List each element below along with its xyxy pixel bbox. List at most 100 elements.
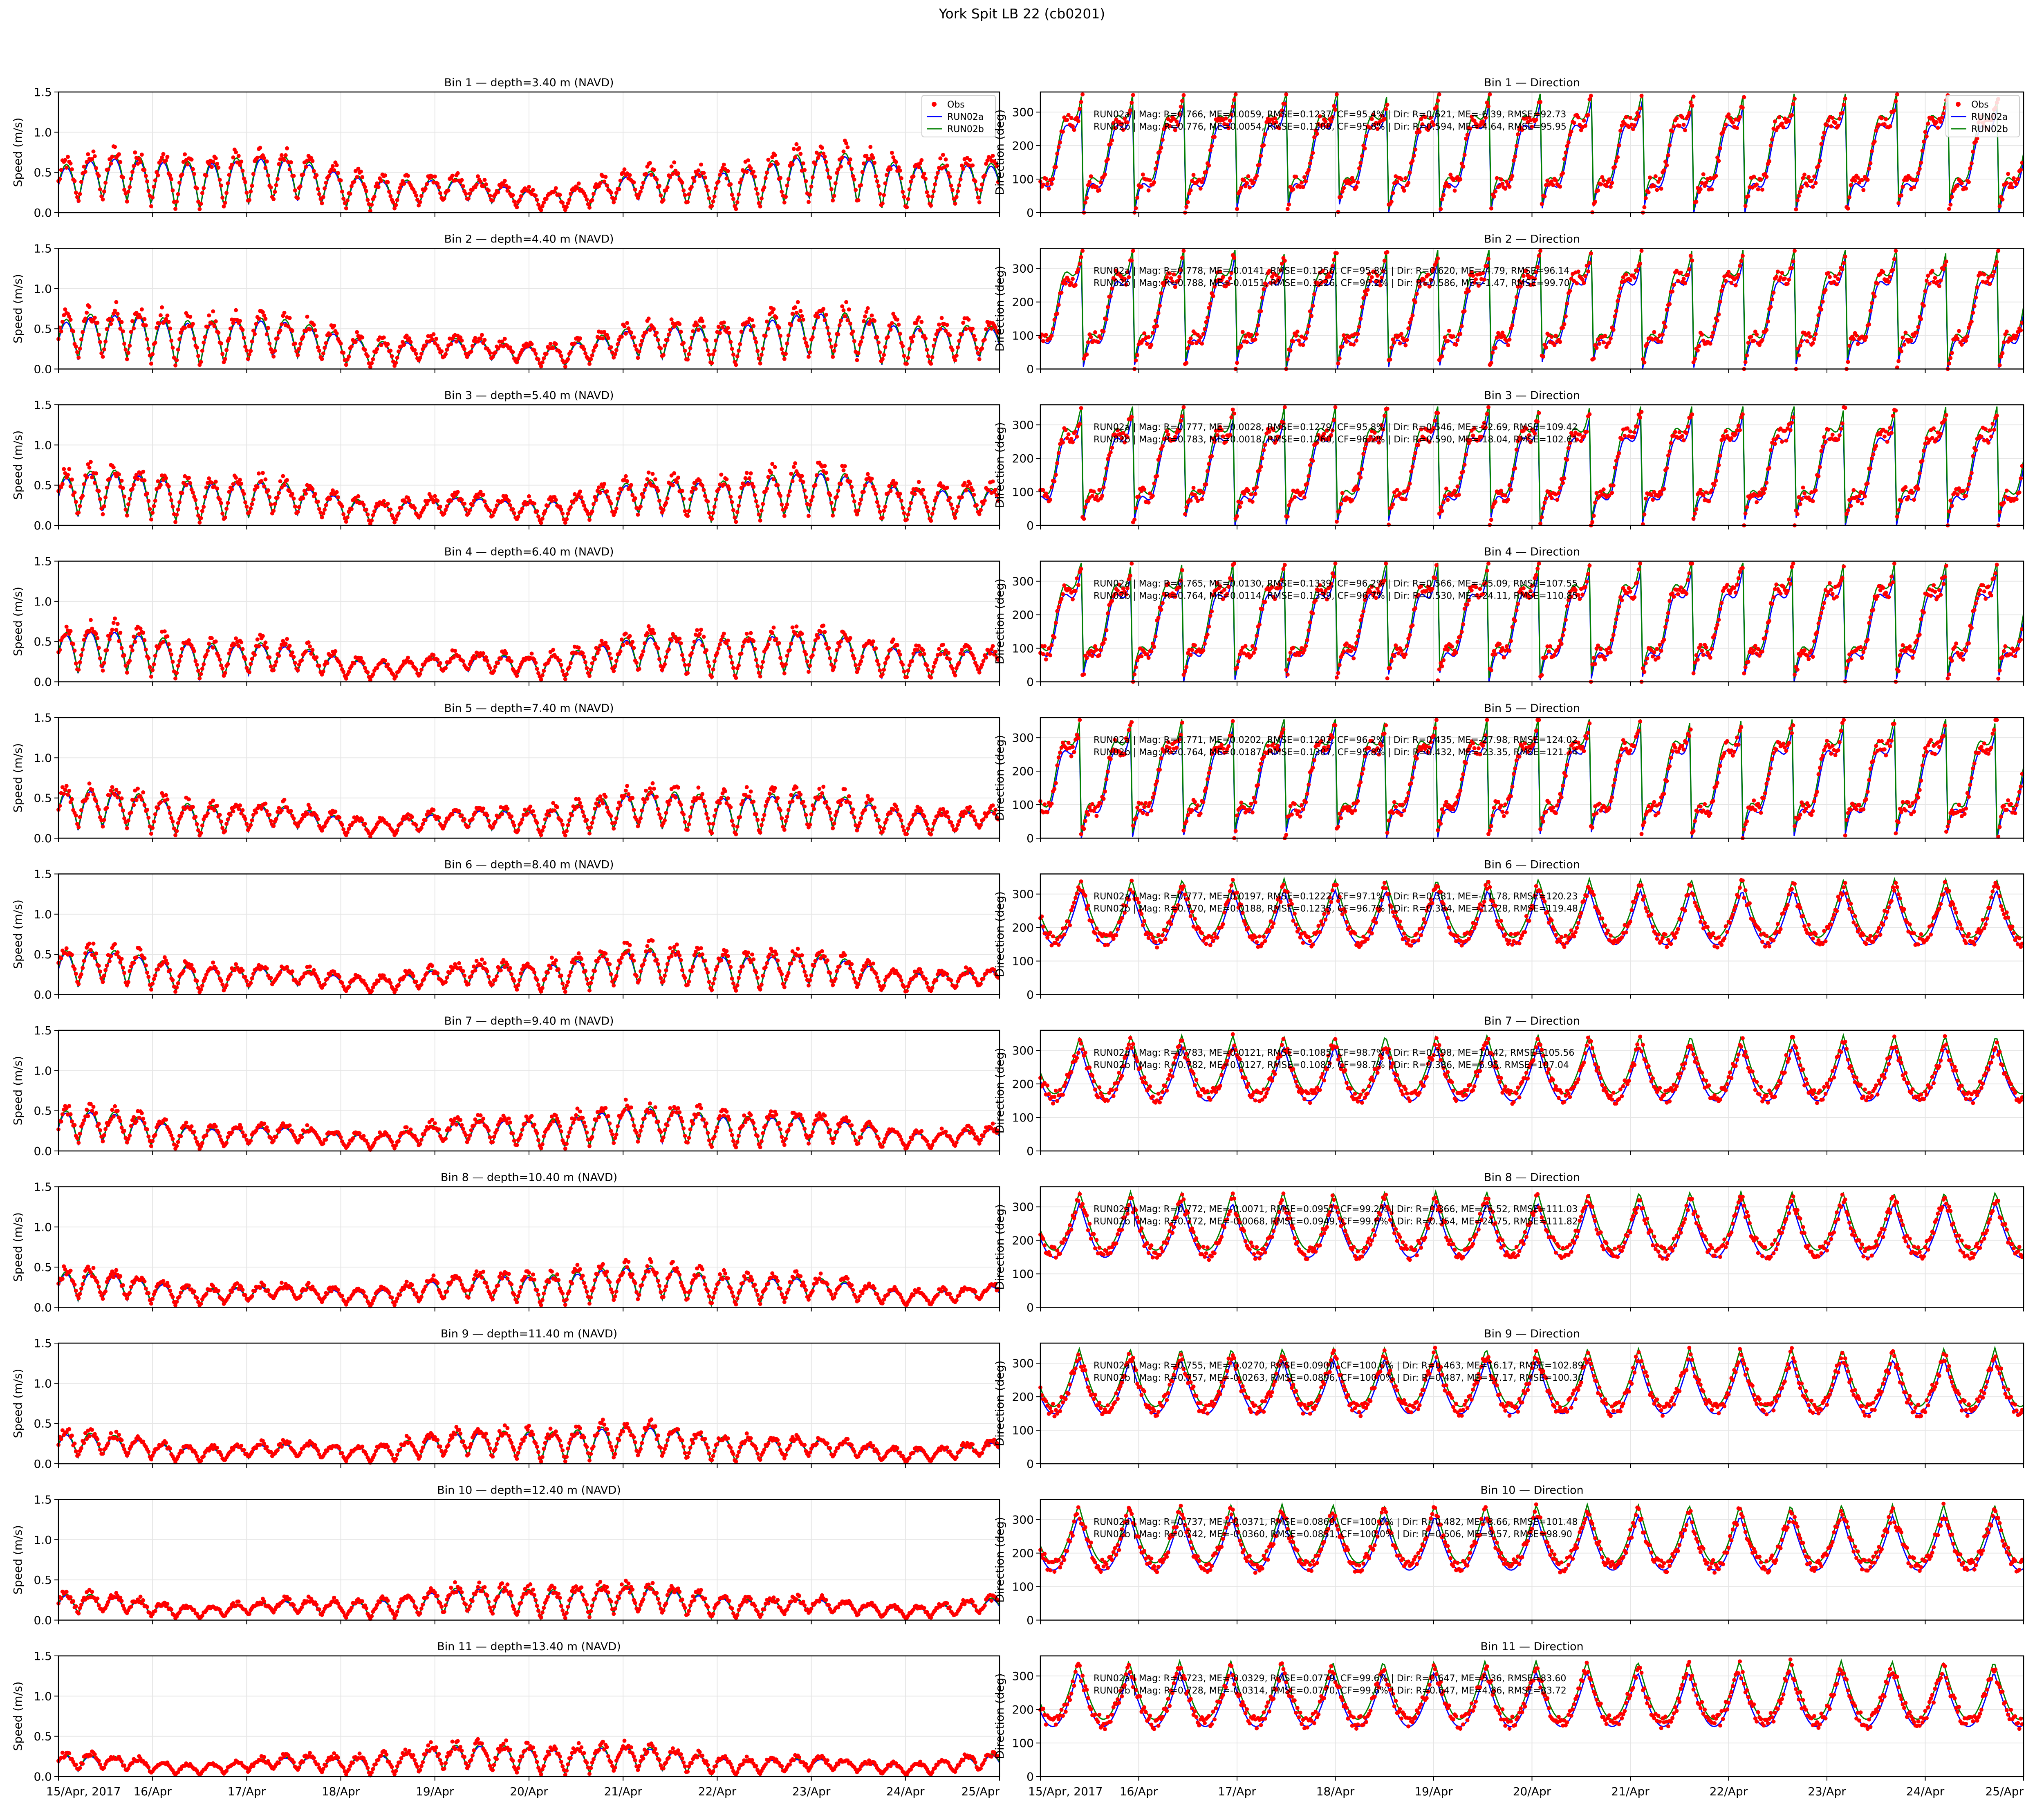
obs-point <box>757 201 761 205</box>
obs-point <box>544 352 549 356</box>
obs-point <box>496 661 500 665</box>
obs-point <box>199 516 203 520</box>
obs-point <box>1724 122 1728 127</box>
obs-point <box>1120 121 1124 126</box>
obs-point <box>648 161 652 165</box>
obs-point <box>224 191 229 195</box>
obs-point <box>669 317 674 322</box>
y-tick-label: 1.5 <box>34 398 52 412</box>
obs-point <box>1125 120 1130 125</box>
obs-point <box>1282 405 1287 409</box>
y-axis-label: Speed (m/s) <box>11 118 25 187</box>
obs-point <box>516 514 520 519</box>
obs-point <box>108 157 112 162</box>
obs-point <box>435 498 440 503</box>
obs-point <box>1538 249 1543 253</box>
obs-point <box>1587 412 1592 417</box>
obs-point <box>222 204 226 209</box>
obs-point <box>1239 500 1244 505</box>
obs-point <box>838 319 843 323</box>
obs-point <box>1868 309 1873 313</box>
obs-point <box>821 151 826 156</box>
obs-point <box>1708 341 1712 346</box>
obs-point <box>481 493 486 497</box>
obs-point <box>622 167 627 172</box>
obs-point <box>255 485 260 489</box>
obs-point <box>183 152 187 157</box>
obs-point <box>310 487 315 491</box>
obs-point <box>1056 303 1061 307</box>
obs-point <box>360 335 365 340</box>
obs-point <box>782 514 787 518</box>
obs-point <box>810 335 815 339</box>
obs-point <box>872 319 877 323</box>
obs-point <box>874 491 878 496</box>
obs-point <box>2014 497 2019 501</box>
obs-point <box>1628 429 1632 434</box>
obs-point <box>849 167 854 171</box>
obs-point <box>257 316 261 321</box>
obs-point <box>360 175 365 179</box>
obs-point <box>125 357 129 361</box>
obs-point <box>722 482 726 487</box>
obs-point <box>898 168 902 173</box>
obs-point <box>219 341 223 345</box>
obs-point <box>1510 174 1515 178</box>
obs-point <box>1257 162 1262 167</box>
obs-point <box>746 158 750 163</box>
obs-point <box>652 327 656 331</box>
obs-point <box>922 495 926 500</box>
obs-point <box>863 483 867 488</box>
obs-point <box>668 327 672 332</box>
obs-point <box>1712 324 1717 329</box>
obs-point <box>264 332 269 336</box>
obs-point <box>1922 449 1926 453</box>
obs-point <box>870 313 874 318</box>
obs-point <box>1108 294 1113 298</box>
obs-point <box>793 305 798 310</box>
obs-point <box>2004 330 2009 334</box>
obs-point <box>1746 341 1750 345</box>
obs-point <box>1332 258 1336 262</box>
obs-point <box>1507 337 1512 342</box>
obs-point <box>649 173 654 177</box>
obs-point <box>1079 406 1083 410</box>
obs-point <box>710 204 714 208</box>
obs-point <box>1439 207 1443 211</box>
obs-point <box>371 357 375 361</box>
obs-point <box>773 153 777 157</box>
obs-point <box>923 500 928 505</box>
obs-point <box>664 501 668 505</box>
obs-point <box>1872 139 1877 144</box>
obs-point <box>1608 184 1613 189</box>
obs-point <box>353 169 358 173</box>
obs-point <box>519 194 523 198</box>
obs-point <box>1237 189 1242 193</box>
obs-point <box>1510 323 1515 327</box>
obs-point <box>1360 467 1364 471</box>
obs-point <box>78 660 82 664</box>
obs-point <box>78 346 82 351</box>
obs-point <box>485 659 490 663</box>
obs-point <box>1856 342 1860 346</box>
obs-point <box>711 511 715 515</box>
obs-point <box>728 182 733 186</box>
obs-point <box>160 155 164 160</box>
obs-point <box>285 146 289 150</box>
obs-point <box>1790 266 1794 270</box>
obs-point <box>930 194 935 199</box>
obs-point <box>603 640 608 645</box>
obs-point <box>1793 96 1797 101</box>
obs-point <box>276 177 280 181</box>
obs-point <box>102 504 106 509</box>
obs-point <box>332 168 336 173</box>
obs-point <box>289 160 293 164</box>
obs-point <box>1922 139 1926 144</box>
obs-point <box>1262 448 1266 453</box>
obs-point <box>71 642 76 646</box>
obs-point <box>934 175 939 180</box>
obs-point <box>1235 207 1239 211</box>
obs-point <box>1454 343 1458 347</box>
obs-point <box>1639 410 1644 414</box>
obs-point <box>99 194 104 199</box>
